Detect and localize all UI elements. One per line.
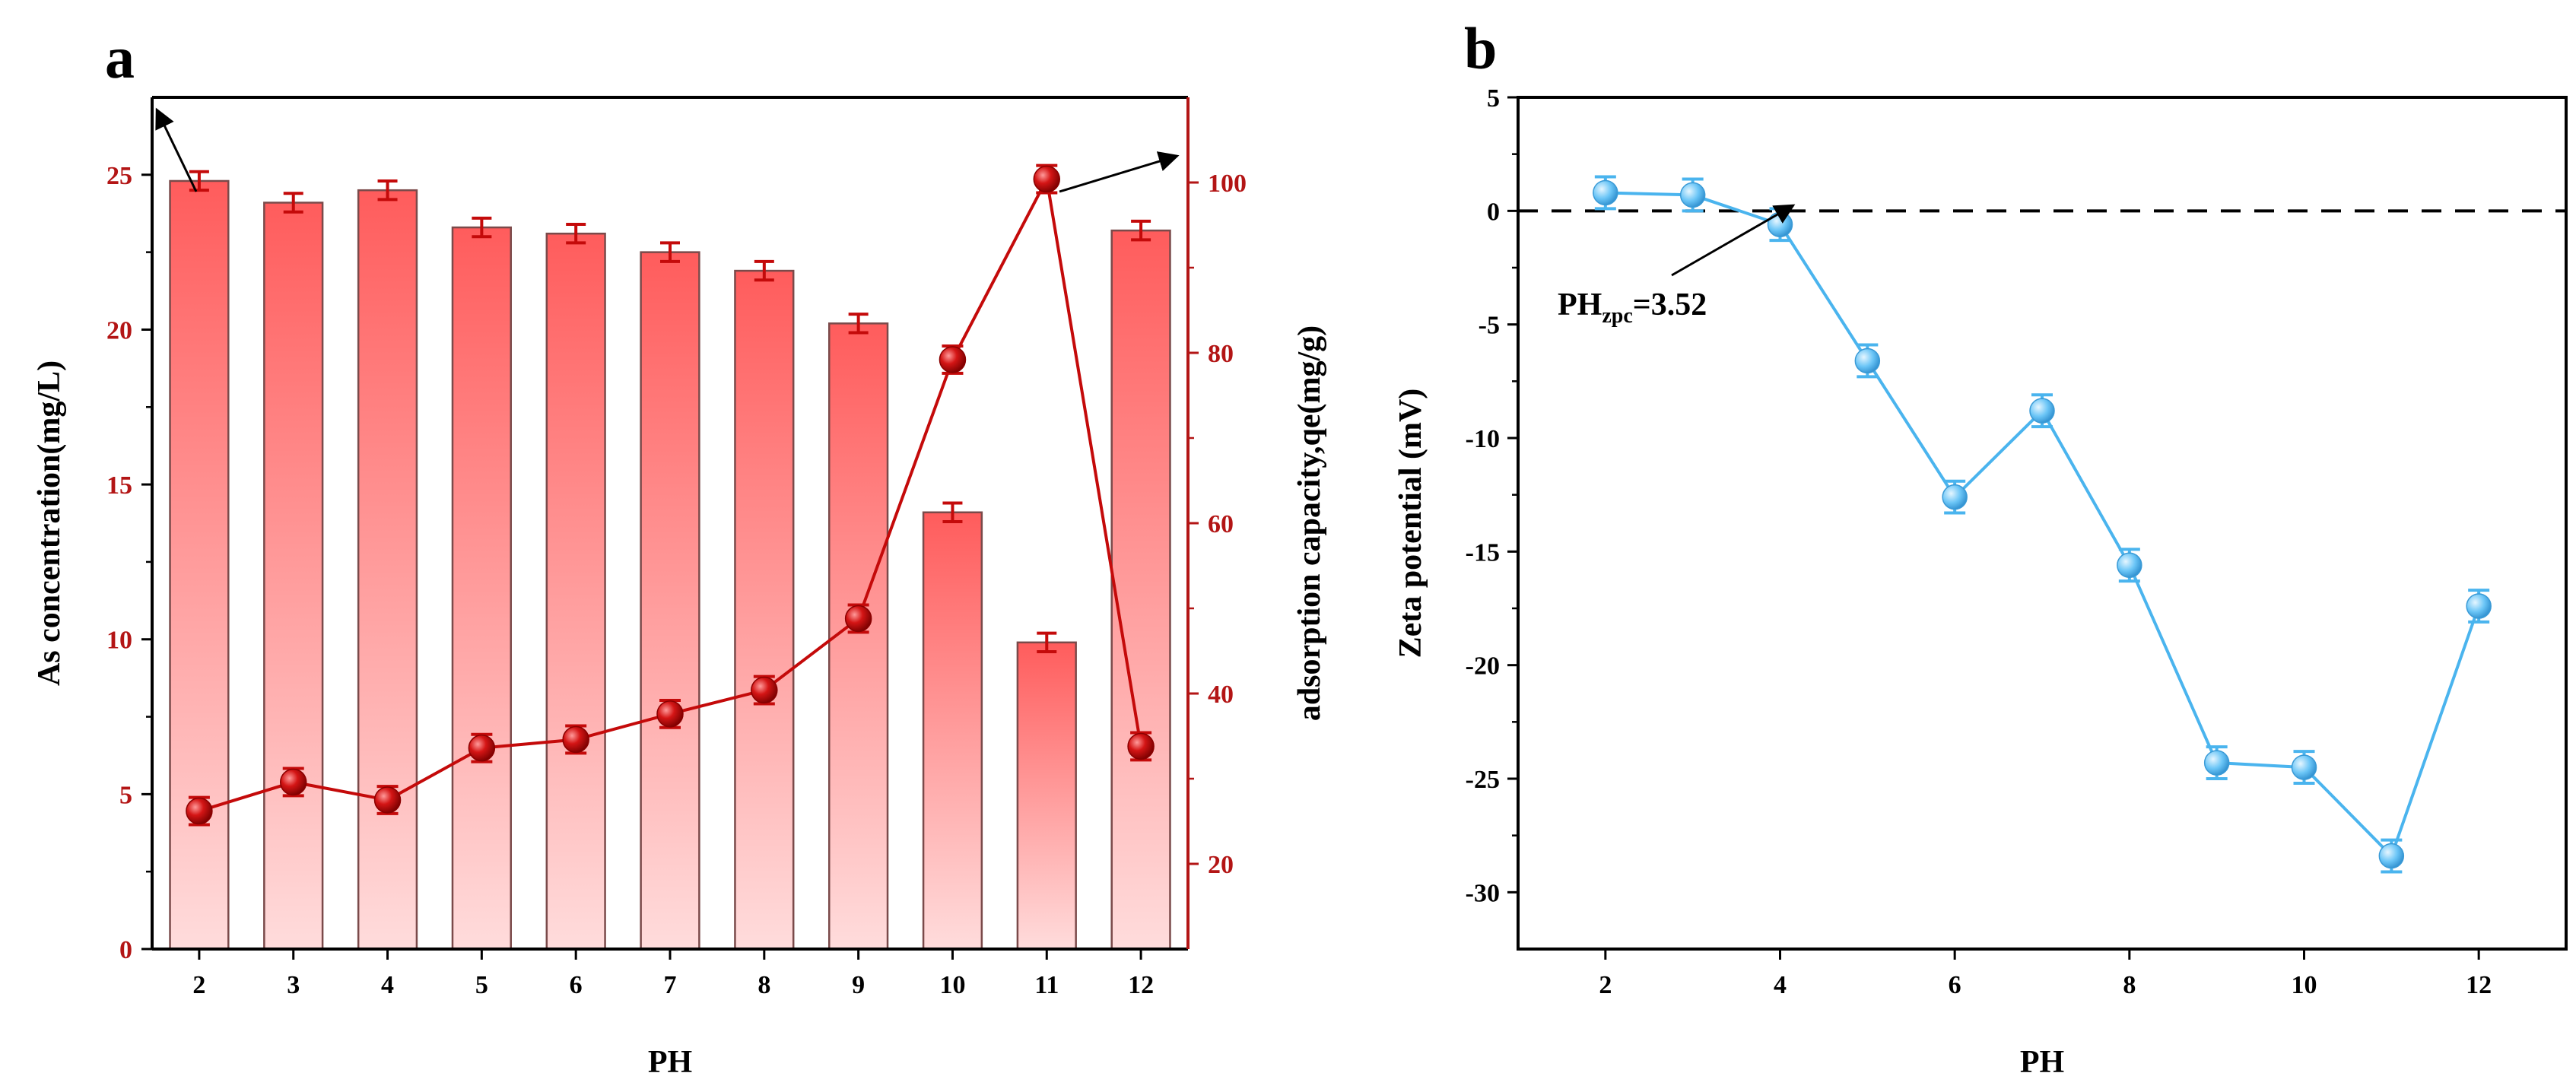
bar-ph-6 bbox=[545, 232, 606, 951]
bar-ph-3 bbox=[263, 202, 324, 951]
right-y-tick-label: 100 bbox=[1208, 170, 1247, 198]
zeta-point-ph-4 bbox=[1767, 211, 1793, 238]
qe-point-ph-6 bbox=[562, 725, 589, 754]
right-y-tick-label: 80 bbox=[1208, 340, 1234, 368]
zeta-point-ph-6 bbox=[1942, 484, 1968, 510]
bar-ph-5 bbox=[451, 226, 512, 951]
b-y-tick-label: -10 bbox=[1466, 425, 1500, 453]
right-y-tick-label: 60 bbox=[1208, 510, 1234, 538]
zeta-point-ph-12 bbox=[2466, 593, 2492, 619]
left-y-tick-label: 0 bbox=[119, 936, 132, 964]
bar-error-bar bbox=[1037, 631, 1057, 654]
bar-ph-4 bbox=[357, 189, 418, 951]
panel-b-x-axis-title: PH bbox=[2020, 1045, 2064, 1080]
bar-ph-8 bbox=[734, 269, 795, 951]
qe-point-ph-2 bbox=[186, 797, 213, 825]
bar-error-bar bbox=[660, 241, 680, 263]
bar-error-bar bbox=[472, 216, 492, 239]
x-tick-label: 5 bbox=[475, 971, 488, 999]
bar-ph-9 bbox=[828, 322, 889, 951]
x-tick-label: 11 bbox=[1034, 971, 1059, 999]
b-y-tick-label: -20 bbox=[1466, 652, 1500, 681]
panel-b-y-axis-title: Zeta potential (mV) bbox=[1393, 389, 1428, 659]
qe-point-ph-11 bbox=[1033, 165, 1061, 193]
bar-ph-11 bbox=[1016, 641, 1077, 951]
b-y-tick-label: -5 bbox=[1479, 312, 1500, 340]
left-y-tick-label: 15 bbox=[106, 471, 132, 500]
bar-ph-2 bbox=[169, 179, 230, 951]
panel-b-chart: b 2 4 6 8 10 12 5 0 -5 -10 -15 -20 -25 -30 PH Zeta pot… bbox=[1393, 15, 2568, 1080]
bar-error-bar bbox=[566, 222, 586, 245]
left-y-tick-label: 25 bbox=[106, 162, 132, 190]
b-x-tick-label: 8 bbox=[2123, 971, 2136, 999]
b-x-tick-label: 4 bbox=[1774, 971, 1787, 999]
zeta-point-ph-9 bbox=[2203, 750, 2230, 776]
x-tick-label: 6 bbox=[570, 971, 583, 999]
panel-a-chart: a 2 3 4 5 6 7 8 9 10 11 12 0 5 10 15 20 25 20 40 60 80 100 PH… bbox=[32, 24, 1327, 1080]
left-y-tick-label: 5 bbox=[119, 781, 132, 809]
bar-error-bar bbox=[1131, 219, 1151, 242]
bar-error-bar bbox=[848, 313, 869, 335]
bar-ph-12 bbox=[1110, 229, 1171, 951]
qe-point-ph-10 bbox=[939, 346, 967, 373]
x-tick-label: 12 bbox=[1128, 971, 1154, 999]
zpc-subscript: zpc bbox=[1602, 304, 1632, 328]
x-tick-label: 3 bbox=[287, 971, 300, 999]
b-x-tick-label: 10 bbox=[2292, 971, 2317, 999]
x-tick-label: 2 bbox=[192, 971, 205, 999]
x-tick-label: 8 bbox=[758, 971, 770, 999]
qe-point-ph-8 bbox=[751, 676, 778, 704]
panel-b-frame bbox=[1517, 96, 2568, 951]
bar-error-bar bbox=[942, 501, 963, 523]
b-y-tick-label: 0 bbox=[1487, 198, 1500, 226]
left-y-tick-label: 10 bbox=[106, 627, 132, 655]
bar-error-bar bbox=[377, 179, 398, 202]
qe-point-ph-12 bbox=[1127, 732, 1155, 760]
x-tick-label: 4 bbox=[381, 971, 394, 999]
left-y-tick-label: 20 bbox=[106, 316, 132, 344]
qe-point-ph-7 bbox=[656, 700, 684, 728]
b-y-tick-label: -25 bbox=[1466, 766, 1500, 794]
zeta-point-ph-5 bbox=[1854, 348, 1881, 374]
zeta-point-ph-2 bbox=[1593, 179, 1618, 206]
zeta-point-ph-10 bbox=[2291, 754, 2317, 780]
zpc-value: =3.52 bbox=[1633, 287, 1707, 322]
qe-point-ph-4 bbox=[373, 786, 402, 814]
zpc-annotation: PHzpc=3.52 bbox=[1558, 287, 1707, 328]
qe-point-ph-9 bbox=[844, 605, 872, 633]
b-y-tick-label: -15 bbox=[1466, 538, 1500, 567]
left-axis-pointer-arrow bbox=[155, 107, 198, 192]
right-axis-pointer-arrow bbox=[1059, 151, 1180, 193]
zeta-potential-line bbox=[1605, 191, 2481, 859]
b-y-tick-label: 5 bbox=[1487, 84, 1500, 113]
zeta-point-ph-11 bbox=[2378, 843, 2405, 869]
b-y-tick-label: -30 bbox=[1466, 879, 1500, 907]
panel-a-right-axis-title: adsorption capacity,qe(mg/g) bbox=[1292, 325, 1327, 721]
qe-point-ph-5 bbox=[468, 734, 496, 762]
zeta-point-ph-3 bbox=[1679, 182, 1706, 208]
zeta-point-ph-8 bbox=[2117, 552, 2142, 579]
right-y-tick-label: 20 bbox=[1208, 851, 1234, 879]
bar-ph-7 bbox=[640, 251, 700, 951]
panel-b-letter: b bbox=[1464, 15, 1497, 81]
bar-error-bar bbox=[189, 170, 209, 192]
bar-ph-10 bbox=[922, 511, 983, 951]
b-x-tick-label: 6 bbox=[1949, 971, 1961, 999]
zeta-point-ph-7 bbox=[2029, 398, 2055, 424]
b-x-tick-label: 12 bbox=[2466, 971, 2492, 999]
bar-error-bar bbox=[754, 259, 774, 282]
zpc-main: PH bbox=[1558, 287, 1602, 322]
qe-point-ph-3 bbox=[279, 768, 307, 796]
x-tick-label: 7 bbox=[664, 971, 677, 999]
x-tick-label: 10 bbox=[939, 971, 965, 999]
panel-a-x-axis-title: PH bbox=[648, 1045, 692, 1080]
right-y-tick-label: 40 bbox=[1208, 681, 1234, 709]
zpc-pointer-arrow bbox=[1671, 204, 1796, 277]
x-tick-label: 9 bbox=[852, 971, 865, 999]
panel-a-left-axis-title: As concentration(mg/L) bbox=[32, 360, 67, 686]
panel-a-letter: a bbox=[105, 24, 135, 90]
b-x-tick-label: 2 bbox=[1599, 971, 1612, 999]
bar-error-bar bbox=[283, 192, 303, 214]
